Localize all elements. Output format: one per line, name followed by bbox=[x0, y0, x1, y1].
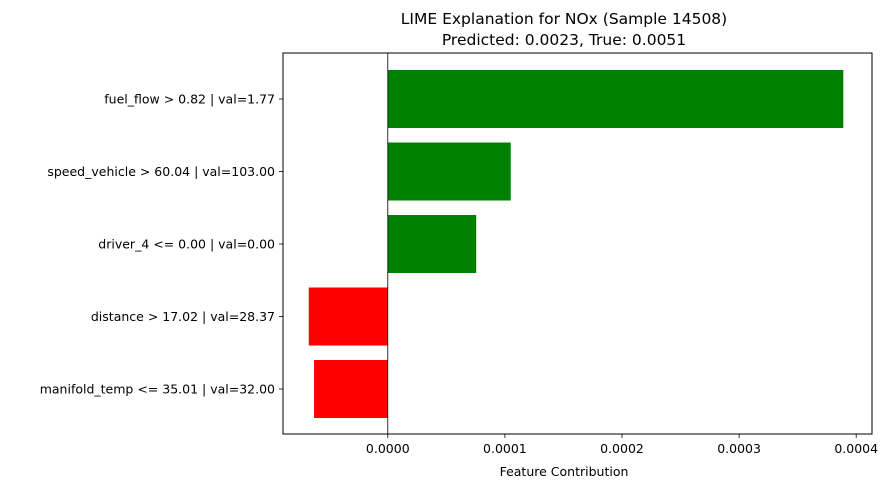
chart-title: LIME Explanation for NOx (Sample 14508) bbox=[401, 10, 727, 28]
chart-subtitle: Predicted: 0.0023, True: 0.0051 bbox=[442, 31, 686, 49]
y-tick-label: manifold_temp <= 35.01 | val=32.00 bbox=[40, 382, 275, 397]
x-tick-label: 0.0000 bbox=[366, 441, 410, 456]
bar bbox=[387, 215, 477, 273]
bar bbox=[387, 142, 511, 201]
plot-frame bbox=[282, 52, 873, 435]
bar bbox=[387, 70, 844, 128]
y-tick-label: driver_4 <= 0.00 | val=0.00 bbox=[98, 237, 275, 252]
y-tick-label: speed_vehicle > 60.04 | val=103.00 bbox=[47, 164, 275, 179]
bars-group bbox=[308, 70, 844, 418]
y-tick-label: fuel_flow > 0.82 | val=1.77 bbox=[104, 92, 275, 107]
x-axis-label: Feature Contribution bbox=[500, 464, 629, 479]
x-tick-label: 0.0003 bbox=[717, 441, 761, 456]
y-tick-label: distance > 17.02 | val=28.37 bbox=[91, 309, 275, 324]
y-axis-ticks: fuel_flow > 0.82 | val=1.77 speed_vehicle… bbox=[40, 92, 283, 397]
x-tick-label: 0.0004 bbox=[834, 441, 878, 456]
bar bbox=[308, 287, 388, 346]
x-tick-label: 0.0002 bbox=[600, 441, 644, 456]
x-axis-ticks: 0.0000 0.0001 0.0002 0.0003 0.0004 bbox=[366, 434, 878, 456]
bar bbox=[314, 360, 388, 418]
x-tick-label: 0.0001 bbox=[483, 441, 527, 456]
